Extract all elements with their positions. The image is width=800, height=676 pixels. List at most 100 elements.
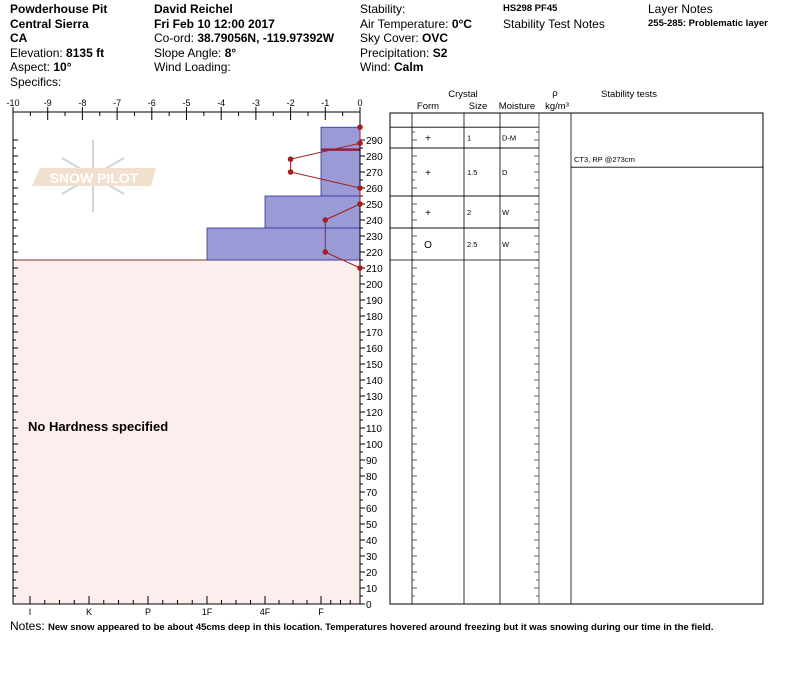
temp-tick-label: -6 xyxy=(148,98,156,108)
depth-tick-label: 280 xyxy=(366,152,383,163)
state: CA xyxy=(10,31,28,46)
snowpilot-logo: SNOW PILOT xyxy=(32,140,156,212)
logo-banner xyxy=(32,168,156,186)
summary-info: HS298 PF45 Stability Test Notes xyxy=(503,2,605,31)
elevation: Elevation: 8135 ft xyxy=(10,45,105,60)
temp-tick-label: -5 xyxy=(182,98,190,108)
depth-tick-label: 270 xyxy=(366,168,383,179)
depth-tick-label: 120 xyxy=(366,408,383,419)
hardness-bar xyxy=(264,195,361,229)
temperature-point xyxy=(357,265,363,271)
hardness-bar xyxy=(206,227,361,261)
depth-tick-label: 130 xyxy=(366,392,383,403)
aspect: Aspect: 10° xyxy=(10,60,72,75)
depth-tick-label: 200 xyxy=(366,280,383,291)
depth-tick-label: 230 xyxy=(366,232,383,243)
temp-tick-label: -8 xyxy=(78,98,86,108)
temp-tick-label: -7 xyxy=(113,98,121,108)
layer-notes-label: Layer Notes xyxy=(648,2,713,16)
layer-size: 1.5 xyxy=(467,168,477,177)
layer-notes: Layer Notes 255-285: Problematic layer xyxy=(648,2,768,31)
weather-info: Stability: Air Temperature: 0°C Sky Cove… xyxy=(360,2,472,75)
notes: Notes: New snow appeared to be about 45c… xyxy=(10,619,714,634)
header-size: Size xyxy=(469,101,487,112)
header-form: Form xyxy=(417,101,439,112)
layer-form: + xyxy=(425,208,431,219)
depth-tick-label: 80 xyxy=(366,472,378,483)
notes-text: New snow appeared to be about 45cms deep… xyxy=(48,622,714,633)
coordinates: Co-ord: 38.79056N, -119.97392W xyxy=(154,31,335,46)
wind-loading: Wind Loading: xyxy=(154,60,231,75)
temp-tick-label: -2 xyxy=(287,98,295,108)
depth-tick-label: 90 xyxy=(366,456,378,467)
layer-size: 2 xyxy=(467,208,471,217)
layer-form: + xyxy=(425,168,431,179)
temp-tick-label: -3 xyxy=(252,98,260,108)
sky-cover: Sky Cover: OVC xyxy=(360,31,449,46)
temp-tick-label: -4 xyxy=(217,98,225,108)
table-frame xyxy=(389,112,764,605)
depth-tick-label: 160 xyxy=(366,344,383,355)
depth-tick-label: 220 xyxy=(366,248,383,259)
depth-tick-label: 30 xyxy=(366,552,378,563)
observer-name: David Reichel xyxy=(154,2,233,16)
temperature-point xyxy=(287,156,294,162)
depth-tick-label: 10 xyxy=(366,584,378,595)
depth-tick-label: 70 xyxy=(366,488,378,499)
hs-pf: HS298 PF45 xyxy=(503,3,558,14)
stability-test-text: CT3, RP @273cm xyxy=(574,155,635,164)
layer-moisture: D-M xyxy=(502,134,516,143)
depth-tick-label: 60 xyxy=(366,504,378,515)
hardness-label: I xyxy=(29,607,32,617)
temperature-point xyxy=(322,217,329,223)
depth-tick-label: 150 xyxy=(366,360,383,371)
temperature-point xyxy=(322,249,329,255)
layer-form: O xyxy=(424,240,432,251)
depth-tick-label: 240 xyxy=(366,216,383,227)
depth-tick-label: 140 xyxy=(366,376,383,387)
temperature-point xyxy=(357,124,363,130)
depth-tick-label: 40 xyxy=(366,536,378,547)
datetime: Fri Feb 10 12:00 2017 xyxy=(154,16,275,31)
temp-tick-label: -1 xyxy=(321,98,329,108)
depth-tick-label: 20 xyxy=(366,568,378,579)
temp-tick-label: -10 xyxy=(6,98,19,108)
temp-tick-label: -9 xyxy=(44,98,52,108)
wind: Wind: Calm xyxy=(360,60,424,75)
hardness-label: 4F xyxy=(260,607,271,617)
layer-size: 1 xyxy=(467,134,471,143)
layer-moisture: D xyxy=(502,168,508,177)
hardness-label: F xyxy=(318,607,324,617)
observer-info: David Reichel Fri Feb 10 12:00 2017 Co-o… xyxy=(154,2,334,75)
hardness-label: P xyxy=(145,607,151,617)
site-info: Powderhouse Pit Central Sierra CA Elevat… xyxy=(10,2,107,90)
header-density: kg/m³ xyxy=(545,101,569,112)
depth-tick-label: 250 xyxy=(366,200,383,211)
temperature-point xyxy=(357,140,363,146)
layer-form: + xyxy=(425,134,431,145)
temperature-point xyxy=(357,185,363,191)
no-hardness-text: No Hardness specified xyxy=(28,419,168,434)
temperature-point xyxy=(357,201,363,207)
layer-moisture: W xyxy=(502,208,510,217)
temp-tick-label: 0 xyxy=(357,98,362,108)
depth-tick-label: 100 xyxy=(366,440,383,451)
depth-tick-label: 260 xyxy=(366,184,383,195)
header-moisture: Moisture xyxy=(499,101,535,112)
stability-test-notes-label: Stability Test Notes xyxy=(503,16,605,31)
layer-moisture: W xyxy=(502,240,510,249)
depth-tick-label: 180 xyxy=(366,312,383,323)
hardness-label: 1F xyxy=(202,607,213,617)
temperature-point xyxy=(287,169,294,175)
watermark-text: SNOW PILOT xyxy=(50,170,139,186)
slope-angle: Slope Angle: 8° xyxy=(154,45,237,60)
hardness-label: K xyxy=(86,607,92,617)
header-rho: ρ xyxy=(552,88,558,99)
layer-size: 2.5 xyxy=(467,240,477,249)
depth-tick-label: 170 xyxy=(366,328,383,339)
air-temp: Air Temperature: 0°C xyxy=(360,16,472,31)
pit-name: Powderhouse Pit xyxy=(10,2,108,16)
range: Central Sierra xyxy=(10,16,89,31)
header-stability-tests: Stability tests xyxy=(601,89,657,100)
